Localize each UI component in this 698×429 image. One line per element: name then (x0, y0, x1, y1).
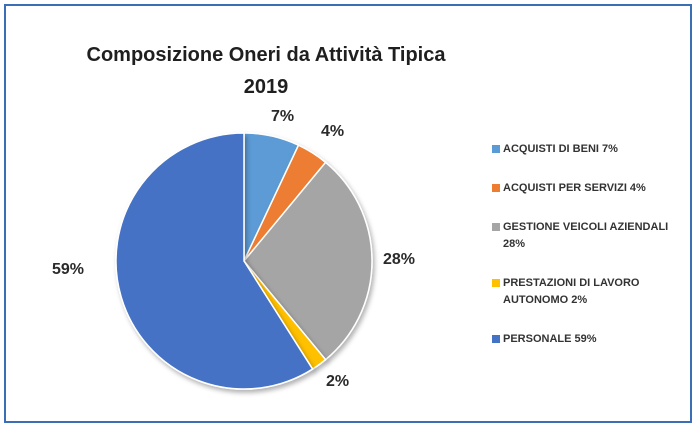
chart-frame: Composizione Oneri da Attività Tipica 20… (4, 4, 692, 423)
chart-subtitle-text: 2019 (243, 76, 289, 98)
legend-swatch (492, 145, 500, 153)
legend-label: GESTIONE VEICOLI AZIENDALI 28% (503, 221, 669, 250)
pie-chart (115, 132, 373, 390)
data-label-1: 7% (271, 108, 295, 125)
legend-label: PRESTAZIONI DI LAVORO AUTONOMO 2% (503, 277, 640, 306)
legend-swatch (492, 184, 500, 192)
data-label-5: 59% (52, 261, 85, 278)
legend-item-4: PRESTAZIONI DI LAVORO AUTONOMO 2% (492, 275, 692, 309)
pie-slice-3 (243, 161, 373, 361)
pie-slice-5 (115, 132, 314, 390)
legend-item-5: PERSONALE 59% (492, 331, 692, 348)
chart-title: Composizione Oneri da Attività Tipica 20… (6, 39, 526, 103)
legend-swatch (492, 335, 500, 343)
legend-label: ACQUISTI PER SERVIZI 4% (503, 182, 646, 194)
legend-item-3: GESTIONE VEICOLI AZIENDALI 28% (492, 219, 692, 253)
legend: ACQUISTI DI BENI 7% ACQUISTI PER SERVIZI … (492, 141, 692, 370)
legend-item-1: ACQUISTI DI BENI 7% (492, 141, 692, 158)
legend-label: ACQUISTI DI BENI 7% (503, 143, 618, 155)
legend-swatch (492, 223, 500, 231)
chart-title-text: Composizione Oneri da Attività Tipica (86, 44, 446, 66)
data-label-2: 4% (321, 123, 345, 140)
legend-item-2: ACQUISTI PER SERVIZI 4% (492, 180, 692, 197)
legend-swatch (492, 279, 500, 287)
legend-label: PERSONALE 59% (503, 333, 597, 345)
data-label-3: 28% (383, 251, 416, 268)
data-label-4: 2% (326, 373, 350, 390)
